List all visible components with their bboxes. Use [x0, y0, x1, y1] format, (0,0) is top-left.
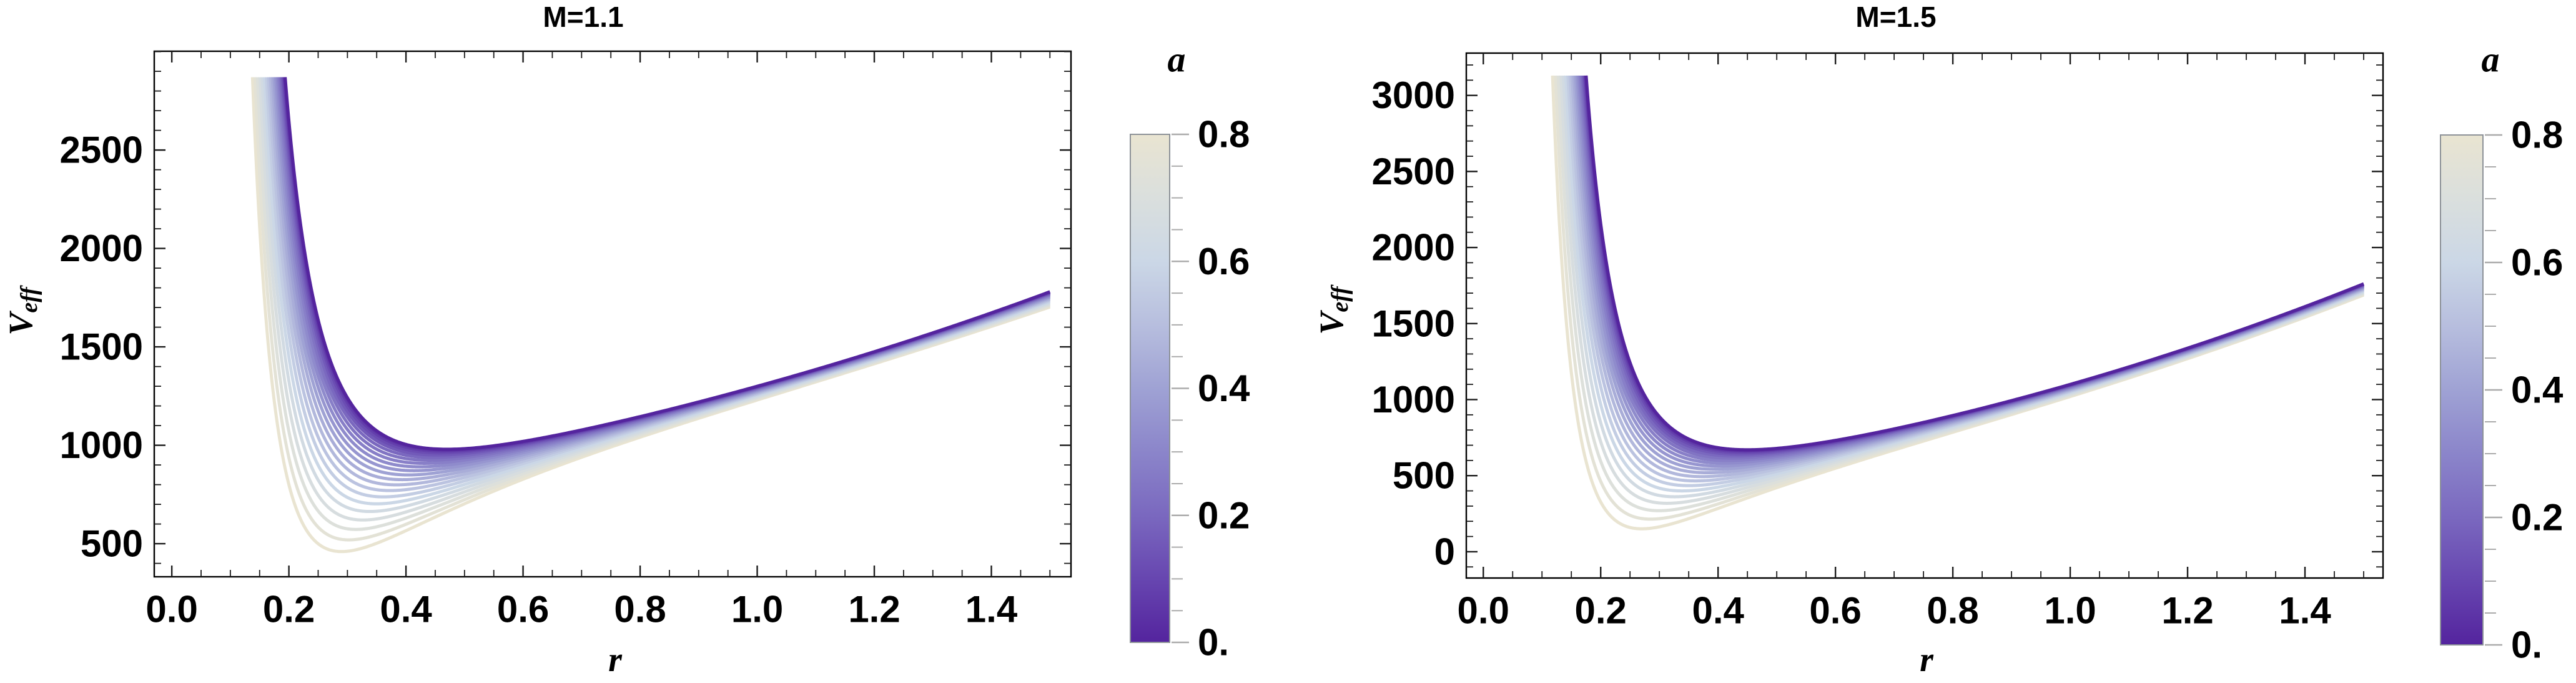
veff-curve — [1551, 75, 2364, 531]
x-tick-label: 1.2 — [848, 589, 900, 631]
colorbar-tick-label: 0.6 — [1198, 241, 1250, 282]
x-tick-label: 1.4 — [2279, 590, 2331, 632]
x-tick-label: 0.4 — [380, 589, 432, 631]
veff-curve — [278, 77, 1051, 462]
veff-curve — [1583, 75, 2364, 453]
colorbar-tick-label: 0.4 — [2511, 369, 2564, 411]
y-tick-label: 2000 — [1372, 227, 1455, 269]
veff-curve — [1575, 75, 2364, 468]
y-axis-label-left: Veff — [1, 287, 43, 336]
x-axis-label-right: r — [1920, 641, 1933, 679]
y-tick-label: 1000 — [60, 424, 143, 466]
colorbar-tick-label: 0.2 — [2511, 497, 2563, 539]
veff-curve — [284, 77, 1051, 451]
colorbar: 0.8 0.6 0.4 0.2 0. — [1130, 114, 1250, 664]
y-axis-label-right: Veff — [1312, 286, 1354, 335]
colorbar-labels: 0.8 0.6 0.4 0.2 0. — [2511, 114, 2564, 666]
veff-curve — [255, 77, 1051, 531]
colorbar-title-left: a — [1167, 39, 1186, 80]
y-tick-label: 500 — [81, 523, 143, 565]
colorbar-ticks — [2485, 134, 2502, 646]
veff-curve — [1584, 75, 2364, 452]
veff-curve — [1582, 75, 2364, 456]
colorbar: 0.8 0.6 0.4 0.2 0. — [2440, 114, 2564, 666]
colorbar-tick-label: 0. — [1198, 622, 1229, 664]
y-tick-label: 2500 — [60, 129, 143, 171]
x-tick-label: 0.0 — [146, 589, 197, 631]
colorbar-title-right: a — [2481, 39, 2500, 80]
veff-curve — [282, 77, 1051, 455]
y-tick-label: 500 — [1393, 455, 1455, 497]
tick-labels: 0.0 0.2 0.4 0.6 0.8 1.0 1.2 1.4 0 500 1000 1500 2000… — [1372, 74, 2332, 631]
plot-frame — [1465, 52, 2384, 579]
colorbar-tick-label: 0. — [2511, 624, 2542, 666]
veff-curve — [280, 77, 1051, 457]
x-tick-label: 1.0 — [2044, 590, 2096, 632]
y-axis-label-subscript: eff — [16, 287, 43, 313]
veff-curve — [1584, 75, 2364, 452]
curve-family — [1551, 75, 2364, 531]
colorbar-labels: 0.8 0.6 0.4 0.2 0. — [1198, 114, 1250, 664]
plot-frame — [153, 50, 1072, 578]
x-tick-label: 0.0 — [1458, 590, 1509, 632]
veff-curve — [275, 77, 1051, 469]
colorbar-tick-label: 0.4 — [1198, 367, 1250, 409]
x-axis-label-left: r — [608, 641, 622, 679]
x-tick-label: 1.2 — [2161, 590, 2213, 632]
plot-1: 0.0 0.2 0.4 0.6 0.8 1.0 1.2 1.4 0 500 1000 1500 2000… — [1372, 52, 2564, 666]
plot-0: 0.0 0.2 0.4 0.6 0.8 1.0 1.2 1.4 500 1000 1500 2000 2… — [60, 50, 1250, 664]
veff-curve — [1562, 75, 2364, 499]
y-tick-label: 1000 — [1372, 379, 1455, 421]
veff-curve — [279, 77, 1051, 459]
axis-ticks — [154, 51, 1071, 577]
veff-curve — [1577, 75, 2364, 465]
colorbar-tick-label: 0.8 — [1198, 114, 1250, 156]
veff-curve — [283, 77, 1051, 452]
veff-curve — [1581, 75, 2364, 458]
colorbar-gradient — [2440, 134, 2484, 646]
x-tick-label: 0.6 — [497, 589, 549, 631]
y-tick-label: 1500 — [1372, 302, 1455, 344]
y-axis-label-subscript: eff — [1327, 286, 1354, 312]
colorbar-gradient — [1130, 134, 1170, 643]
axis-ticks — [1466, 53, 2383, 578]
tick-labels: 0.0 0.2 0.4 0.6 0.8 1.0 1.2 1.4 500 1000 1500 2000 2… — [60, 129, 1018, 631]
plot-title-right: M=1.5 — [1855, 1, 1937, 33]
y-axis-label-base: V — [2, 312, 39, 336]
y-tick-label: 2000 — [60, 227, 143, 269]
x-tick-label: 0.2 — [1575, 590, 1627, 632]
colorbar-tick-label: 0.6 — [2511, 242, 2563, 284]
x-tick-label: 1.0 — [731, 589, 783, 631]
x-tick-label: 1.4 — [965, 589, 1018, 631]
veff-curve — [1578, 75, 2364, 462]
x-tick-label: 0.4 — [1692, 590, 1744, 632]
veff-curve — [1554, 75, 2364, 521]
colorbar-ticks — [1172, 133, 1189, 644]
y-tick-label: 0 — [1434, 531, 1455, 572]
x-tick-label: 0.6 — [1809, 590, 1861, 632]
curve-family — [250, 77, 1051, 554]
y-axis-label-base: V — [1313, 312, 1350, 335]
y-tick-label: 1500 — [60, 326, 143, 368]
y-tick-label: 2500 — [1372, 151, 1455, 192]
y-tick-label: 3000 — [1372, 74, 1455, 116]
plot-title-left: M=1.1 — [543, 1, 624, 33]
veff-curve — [1582, 75, 2364, 454]
x-tick-label: 0.2 — [263, 589, 315, 631]
x-tick-label: 0.8 — [614, 589, 666, 631]
veff-curve — [282, 77, 1051, 453]
colorbar-tick-label: 0.8 — [2511, 114, 2563, 156]
colorbar-tick-label: 0.2 — [1198, 494, 1250, 536]
x-tick-label: 0.8 — [1927, 590, 1978, 632]
veff-curve — [1579, 75, 2364, 460]
veff-curve — [277, 77, 1051, 465]
